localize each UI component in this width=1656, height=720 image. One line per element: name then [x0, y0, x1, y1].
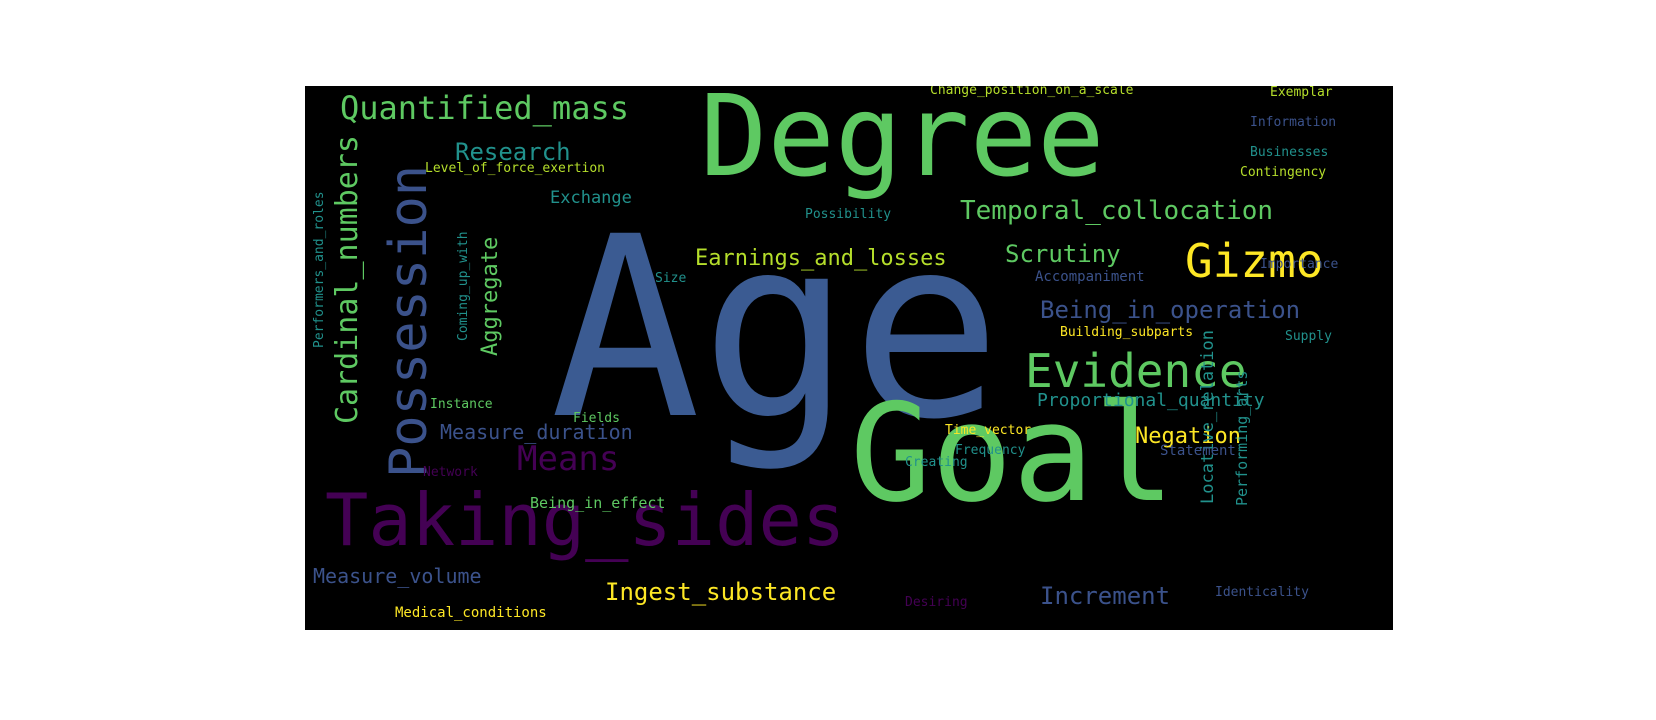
word-exchange: Exchange	[550, 188, 632, 208]
word-frequency: Frequency	[955, 443, 1026, 458]
word-contingency: Contingency	[1240, 165, 1327, 180]
word-time-vector: Time_vector	[945, 423, 1032, 438]
word-research: Research	[455, 138, 571, 166]
word-creating: Creating	[905, 455, 968, 470]
word-performers-and-roles: Performers_and_roles	[312, 191, 327, 348]
word-fields: Fields	[573, 411, 620, 426]
word-increment: Increment	[1040, 582, 1171, 610]
word-goal: Goal	[850, 375, 1176, 532]
word-businesses: Businesses	[1250, 145, 1329, 160]
word-importance: Importance	[1260, 257, 1339, 272]
word-possibility: Possibility	[805, 207, 892, 222]
word-change-position-on-a-scale: Change_position_on_a_scale	[930, 86, 1134, 98]
word-locative-relation: Locative_relation	[1198, 330, 1218, 504]
word-negation: Negation	[1135, 424, 1241, 449]
word-degree: Degree	[700, 86, 1105, 202]
word-evidence: Evidence	[1025, 344, 1247, 398]
word-desiring: Desiring	[905, 595, 968, 610]
word-being-in-operation: Being_in_operation	[1040, 296, 1301, 324]
word-information: Information	[1250, 115, 1337, 130]
word-level-of-force-exertion: Level_of_force_exertion	[425, 161, 606, 176]
word-medical-conditions: Medical_conditions	[395, 605, 547, 621]
word-proportional-quantity: Proportional_quantity	[1037, 390, 1265, 411]
word-scrutiny: Scrutiny	[1005, 240, 1121, 268]
word-taking-sides: Taking_sides	[325, 478, 846, 562]
word-building-subparts: Building_subparts	[1060, 325, 1194, 340]
word-measure-duration: Measure_duration	[440, 420, 633, 444]
word-statement: Statement	[1160, 443, 1236, 459]
word-coming-up-with: Coming_up_with	[456, 231, 471, 341]
word-earnings-and-losses: Earnings_and_losses	[695, 246, 947, 271]
word-measure-volume: Measure_volume	[313, 564, 482, 588]
word-cardinal-numbers: Cardinal_numbers	[330, 135, 365, 424]
word-performing-arts: Performing_arts	[1233, 370, 1251, 506]
word-means: Means	[517, 439, 620, 479]
word-temporal-collocation: Temporal_collocation	[960, 196, 1274, 226]
word-network: Network	[423, 465, 478, 480]
word-accompaniment: Accompaniment	[1035, 269, 1145, 285]
word-ingest-substance: Ingest_substance	[605, 578, 837, 606]
word-supply: Supply	[1285, 329, 1332, 344]
word-instance: Instance	[430, 397, 493, 412]
word-identicality: Identicality	[1215, 585, 1309, 600]
word-age: Age	[550, 183, 1002, 474]
word-size: Size	[655, 271, 687, 286]
word-cloud: Age Goal Degree Taking_sides Possession Evide…	[305, 86, 1393, 630]
word-possession: Possession	[379, 164, 439, 478]
word-quantified-mass: Quantified_mass	[340, 89, 629, 127]
word-gizmo: Gizmo	[1185, 234, 1324, 288]
word-exemplar: Exemplar	[1270, 86, 1333, 100]
word-being-in-effect: Being_in_effect	[530, 494, 666, 512]
word-aggregate: Aggregate	[478, 236, 503, 356]
